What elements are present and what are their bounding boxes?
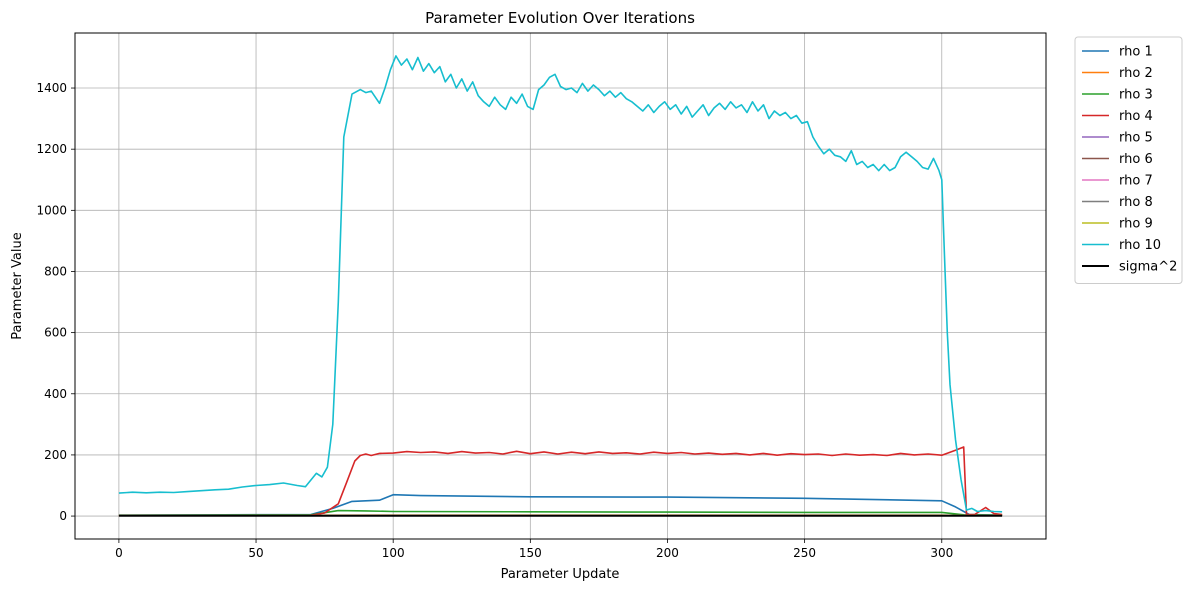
- x-tick-label: 300: [930, 546, 953, 560]
- y-axis-ticks: 0 200 400 600 800 1000 1200 1400: [36, 81, 75, 523]
- x-tick-label: 0: [115, 546, 123, 560]
- series-lines: [118, 55, 1003, 517]
- y-tick-label: 1400: [36, 81, 67, 95]
- chart-title: Parameter Evolution Over Iterations: [425, 9, 695, 27]
- y-tick-label: 800: [44, 264, 67, 278]
- x-tick-label: 250: [793, 546, 816, 560]
- legend-entry: rho 4: [1119, 109, 1153, 124]
- legend-entry: rho 6: [1119, 152, 1153, 167]
- y-tick-label: 200: [44, 448, 67, 462]
- legend-entry: rho 10: [1119, 238, 1161, 253]
- y-tick-label: 0: [59, 509, 67, 523]
- series-line-rho-4: [118, 446, 1003, 517]
- legend-entry: rho 7: [1119, 174, 1153, 189]
- y-tick-label: 600: [44, 326, 67, 340]
- x-tick-label: 150: [519, 546, 542, 560]
- legend: rho 1 rho 2 rho 3 rho 4 rho 5 rho 6 rho 7 rho 8…: [1074, 36, 1183, 284]
- y-tick-label: 400: [44, 387, 67, 401]
- legend-entry: rho 5: [1119, 131, 1153, 146]
- legend-entry: rho 2: [1119, 66, 1153, 81]
- x-axis-ticks: 0 50 100 150 200 250 300: [115, 539, 953, 560]
- y-tick-label: 1000: [36, 203, 67, 217]
- legend-entry: rho 9: [1119, 217, 1153, 232]
- legend-box: [1074, 36, 1183, 284]
- series-line-rho-1: [118, 493, 1003, 517]
- x-tick-label: 50: [248, 546, 263, 560]
- legend-entry: rho 3: [1119, 88, 1153, 103]
- x-axis-label: Parameter Update: [501, 567, 620, 582]
- x-tick-label: 100: [382, 546, 405, 560]
- legend-entry: rho 1: [1119, 45, 1153, 60]
- y-tick-label: 1200: [36, 142, 67, 156]
- x-tick-label: 200: [656, 546, 679, 560]
- series-line-rho-10: [118, 55, 1003, 513]
- legend-entry: sigma^2: [1119, 260, 1177, 275]
- plot-frame: [74, 32, 1047, 540]
- legend-entry: rho 8: [1119, 195, 1153, 210]
- y-axis-label: Parameter Value: [10, 232, 25, 339]
- series-line-rho-3: [118, 509, 1003, 517]
